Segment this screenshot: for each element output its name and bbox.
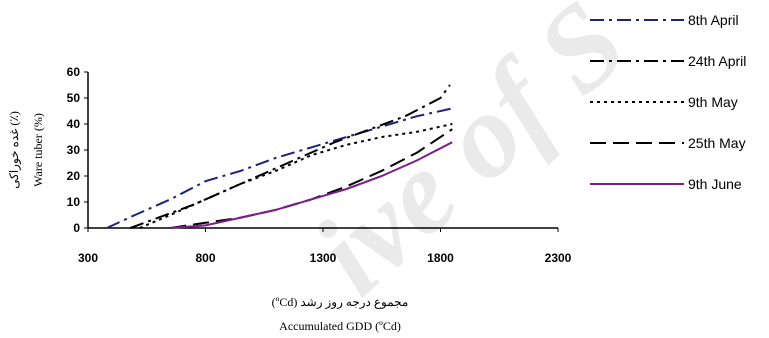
x-tick-label: 1300 xyxy=(310,251,337,265)
series-line xyxy=(170,141,453,229)
series-line xyxy=(129,84,451,229)
y-tick-label: 30 xyxy=(67,143,81,157)
y-tick-label: 40 xyxy=(67,117,81,131)
legend-label: 9th May xyxy=(688,94,738,110)
series-layer xyxy=(106,84,453,229)
x-tick-label: 1800 xyxy=(427,251,454,265)
legend-label: 8th April xyxy=(688,12,739,28)
y-axis-title-fa: غده خوراکی (٪) xyxy=(7,111,21,189)
series-line xyxy=(106,107,453,229)
x-tick-label: 2300 xyxy=(545,251,572,265)
x-axis-title-en: Accumulated GDD (ºCd) xyxy=(279,319,401,333)
watermark: ive of S xyxy=(288,0,649,319)
x-tick-label: 800 xyxy=(195,251,215,265)
y-axis-title-en: Ware tuber (%) xyxy=(31,113,45,187)
legend: 8th April 24th April 9th May 25th May 9th Ju… xyxy=(590,12,746,192)
legend-label: 24th April xyxy=(688,53,746,69)
y-tick-label: 0 xyxy=(73,221,80,235)
x-tick-label: 300 xyxy=(78,251,98,265)
y-tick-label: 60 xyxy=(67,65,81,79)
y-tick-label: 50 xyxy=(67,91,81,105)
y-tick-label: 10 xyxy=(67,195,81,209)
legend-label: 25th May xyxy=(688,135,746,151)
x-axis-title-fa: مجموع درجه روز رشد (ºCd) xyxy=(272,295,409,309)
ticks: 0 10 20 30 40 50 60 300 800 1300 1800 2300 xyxy=(67,65,572,265)
axis-titles: مجموع درجه روز رشد (ºCd) Accumulated GDD… xyxy=(7,111,408,333)
y-tick-label: 20 xyxy=(67,169,81,183)
svg-text:ive of S: ive of S xyxy=(288,0,649,319)
legend-label: 9th June xyxy=(688,176,742,192)
